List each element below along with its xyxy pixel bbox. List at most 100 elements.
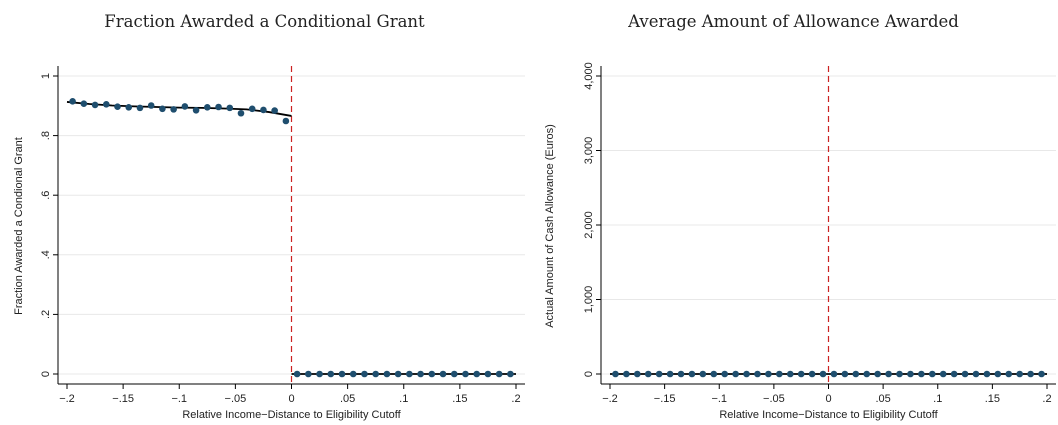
data-point <box>125 103 133 111</box>
y-tick-label: 2,000 <box>583 211 595 239</box>
data-point <box>644 370 652 378</box>
x-axis-title: Relative Income−Distance to Eligibility … <box>182 409 401 421</box>
data-point <box>417 370 424 378</box>
y-tick-label: 3,000 <box>583 137 595 165</box>
chart-plot: 0 .2 .4 .6 .8 1 −.2 −.15 −.1 −.05 0 .05 .1 .15 .2 Relat… <box>13 66 525 421</box>
x-tick-label: −.2 <box>59 393 75 405</box>
x-tick-label: −.1 <box>711 393 727 405</box>
data-point <box>327 370 335 378</box>
data-point <box>1016 370 1023 378</box>
data-point <box>918 370 925 378</box>
data-point <box>721 370 729 378</box>
y-axis-title: Actual Amount of Cash Allowance (Euros) <box>544 124 556 328</box>
data-point <box>102 101 110 108</box>
data-point <box>507 370 514 378</box>
data-point <box>863 370 871 378</box>
y-tick-label: .2 <box>40 310 52 319</box>
data-point <box>841 370 849 378</box>
data-point <box>383 370 391 378</box>
data-point <box>372 370 379 378</box>
chart-title: Fraction Awarded a Conditional Grant <box>104 12 425 31</box>
data-point <box>754 370 761 378</box>
data-point <box>226 104 234 112</box>
x-tick-label: −.05 <box>225 393 247 405</box>
x-tick-label: .2 <box>1042 393 1051 405</box>
data-point <box>907 370 914 378</box>
data-point <box>1027 370 1034 378</box>
data-point <box>830 370 838 378</box>
chart-panel-right: Average Amount of Allowance Awarded 0 1,0… <box>529 0 1058 425</box>
data-point <box>677 370 685 378</box>
y-tick-label: 4,000 <box>583 62 595 90</box>
data-point <box>743 370 750 378</box>
data-point <box>69 98 76 105</box>
data-point <box>204 103 211 111</box>
x-tick-label: −.15 <box>654 393 676 405</box>
chart-plot: 0 1,000 2,000 3,000 4,000 −.2 −.15 −.1 −.05 0 .05.… <box>544 62 1056 421</box>
y-tick-label: 0 <box>583 371 595 377</box>
y-tick-label: .6 <box>40 191 52 200</box>
y-axis-title: Fraction Awarded a Condional Grant <box>13 137 25 315</box>
data-point <box>874 370 881 378</box>
data-point <box>623 370 630 378</box>
x-tick-label: −.05 <box>763 393 785 405</box>
data-point <box>136 104 144 112</box>
data-point <box>808 370 816 378</box>
x-tick-label: −.2 <box>602 393 618 405</box>
data-point <box>394 370 402 378</box>
data-point <box>885 370 892 378</box>
data-point <box>338 370 346 378</box>
data-point <box>732 370 739 378</box>
fit-line-left <box>66 101 292 117</box>
data-point <box>439 370 447 378</box>
data-point <box>612 370 619 378</box>
data-point <box>260 106 267 114</box>
data-point <box>495 370 503 378</box>
data-point <box>215 103 222 111</box>
data-point <box>462 370 469 378</box>
data-point <box>666 370 674 378</box>
data-point <box>1005 370 1013 378</box>
data-point <box>1038 370 1045 378</box>
data-point <box>983 370 991 378</box>
data-point <box>237 109 245 117</box>
data-point <box>786 370 794 378</box>
data-point <box>655 370 663 378</box>
data-point <box>248 105 256 113</box>
data-point <box>896 370 903 378</box>
data-point <box>114 103 121 110</box>
data-point <box>349 370 357 378</box>
chart-panel-left: Fraction Awarded a Conditional Grant 0 .2… <box>13 12 525 421</box>
data-point <box>852 370 860 378</box>
data-point <box>305 370 312 378</box>
x-axis-title: Relative Income−Distance to Eligibility … <box>719 409 938 421</box>
chart-title: Average Amount of Allowance Awarded <box>628 12 959 31</box>
data-point <box>688 370 696 378</box>
data-point <box>271 107 278 114</box>
data-point <box>765 370 772 378</box>
data-point <box>361 370 368 378</box>
y-tick-label: 1 <box>40 73 52 79</box>
data-point <box>80 100 88 108</box>
x-tick-label: .1 <box>399 393 408 405</box>
data-point <box>147 102 155 109</box>
y-tick-label: .4 <box>40 250 52 259</box>
x-tick-label: .1 <box>933 393 942 405</box>
data-point <box>797 370 805 378</box>
data-point <box>994 370 1002 378</box>
x-tick-label: −.1 <box>171 393 187 405</box>
data-point <box>170 106 177 113</box>
data-point <box>939 370 947 378</box>
x-tick-label: 0 <box>288 393 294 405</box>
data-point <box>710 370 718 378</box>
x-tick-label: .05 <box>875 393 890 405</box>
data-point <box>634 370 641 378</box>
data-point <box>972 370 980 378</box>
data-point <box>192 106 200 114</box>
x-tick-label: −.15 <box>112 393 134 405</box>
data-point <box>91 101 99 109</box>
x-tick-label: .05 <box>340 393 355 405</box>
data-point <box>950 370 958 378</box>
data-point <box>428 370 436 378</box>
data-point <box>293 370 301 378</box>
